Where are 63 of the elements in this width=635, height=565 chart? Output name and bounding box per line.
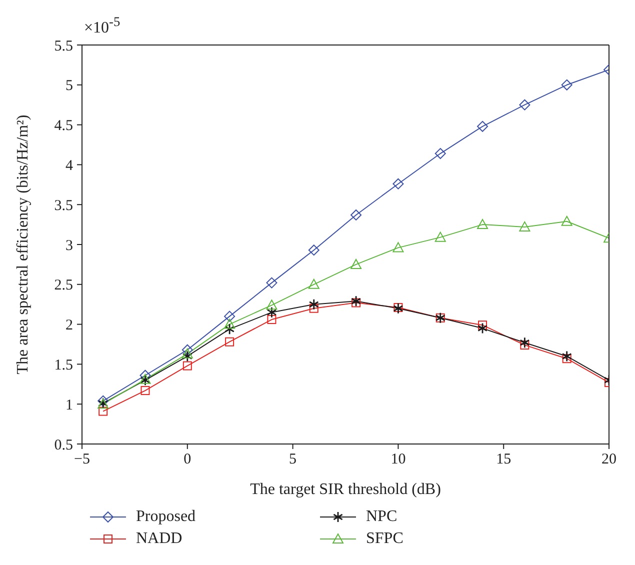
point: [308, 244, 320, 256]
point: [225, 337, 234, 346]
y-tick-label: 2: [66, 318, 73, 334]
point: [478, 322, 488, 334]
x-axis-title: The target SIR threshold (dB): [250, 481, 441, 498]
point: [182, 344, 193, 356]
point: [478, 320, 488, 330]
y-tick-label: 1.5: [54, 358, 73, 374]
point: [352, 298, 361, 308]
y-tick-label: 4.5: [54, 118, 73, 134]
y-tick-label: 4: [66, 158, 74, 174]
point: [309, 304, 318, 313]
x-tick-label: 10: [390, 452, 406, 468]
point: [182, 350, 192, 362]
y-tick-label: 3.5: [54, 198, 73, 214]
y-tick-label: 2.5: [54, 278, 73, 294]
x-tick-label: −5: [74, 452, 90, 468]
legend-label: Proposed: [136, 508, 196, 526]
point: [434, 232, 446, 242]
y-tick-label: 3: [66, 238, 73, 254]
point: [266, 306, 277, 318]
point: [561, 216, 572, 226]
point: [434, 148, 446, 160]
point: [350, 258, 362, 269]
point: [477, 219, 488, 230]
point: [182, 348, 193, 358]
legend-label: NPC: [366, 508, 398, 526]
point: [267, 315, 276, 324]
point: [266, 277, 278, 288]
point: [520, 336, 530, 348]
x-tick-label: 0: [184, 452, 192, 468]
point: [350, 209, 362, 220]
point: [351, 295, 362, 307]
point: [392, 178, 404, 190]
y-tick-label: 0.5: [54, 437, 73, 454]
point: [520, 340, 530, 350]
point: [308, 278, 320, 289]
point: [98, 406, 108, 416]
point: [519, 99, 530, 110]
point: [562, 354, 572, 364]
point: [98, 395, 109, 406]
point: [140, 386, 150, 396]
point: [561, 79, 572, 90]
legend-label: NADD: [136, 530, 182, 548]
text: ×10$^{-5}$: [84, 14, 120, 38]
x-tick-label: 15: [496, 452, 512, 468]
x-tick-label: 5: [289, 452, 297, 468]
point: [224, 318, 236, 329]
point: [224, 323, 235, 335]
y-tick-label: 5: [66, 78, 73, 94]
x-tick-label: 20: [602, 452, 616, 468]
point: [519, 221, 530, 232]
point: [266, 300, 278, 310]
y-tick-label: 5.5: [54, 38, 73, 54]
y-tick-label: 1: [66, 397, 73, 414]
point: [477, 120, 488, 132]
point: [182, 361, 192, 370]
point: [224, 310, 236, 322]
point: [392, 242, 404, 252]
y-axis-title: The area spectral efficiency (bits/Hz/m²): [14, 114, 32, 374]
point: [308, 298, 319, 310]
legend-label: SFPC: [366, 530, 404, 548]
point: [562, 350, 572, 362]
